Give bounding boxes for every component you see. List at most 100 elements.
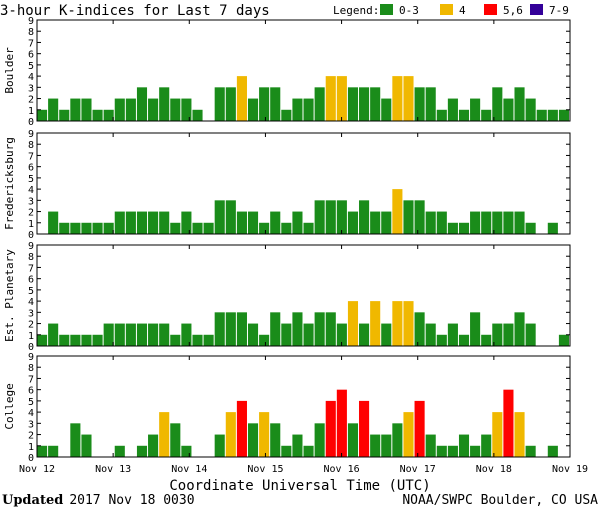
k-index-bar (292, 312, 303, 346)
k-index-bar (458, 434, 470, 457)
k-index-bar (403, 301, 414, 346)
k-index-bar (214, 434, 225, 457)
k-index-bar (114, 98, 125, 121)
k-index-bar (514, 412, 525, 457)
legend-entry-label: 4 (459, 4, 466, 17)
k-index-bar (359, 400, 370, 457)
k-index-bar (148, 211, 159, 234)
k-index-bar (436, 211, 447, 234)
k-index-bar (347, 211, 359, 234)
panel-label: College (3, 383, 16, 429)
k-index-bar (458, 334, 470, 346)
k-index-bar (259, 222, 270, 234)
k-index-bar (558, 334, 569, 346)
k-index-bar (281, 109, 292, 121)
y-tick-label: 6 (28, 163, 34, 174)
k-index-bar (247, 98, 259, 121)
k-index-bar (325, 312, 336, 346)
k-index-bar (203, 222, 214, 234)
legend-entry-label: 5,6 (503, 4, 523, 17)
k-index-bar (525, 98, 536, 121)
k-index-bar (525, 323, 536, 346)
k-index-bar (136, 445, 148, 457)
y-tick-label: 3 (28, 419, 34, 430)
x-tick-label: Nov 15 (247, 464, 283, 475)
k-index-bar (59, 222, 70, 234)
k-index-bar (536, 109, 547, 121)
k-index-bar (414, 400, 425, 457)
k-index-bar (303, 222, 314, 234)
y-tick-label: 5 (28, 286, 34, 297)
k-index-bar (492, 211, 503, 234)
k-index-bar (414, 200, 425, 234)
k-index-bar (303, 445, 314, 457)
k-index-bar (403, 200, 414, 234)
legend-entry-label: 0-3 (399, 4, 419, 17)
y-tick-label: 1 (28, 331, 34, 342)
y-tick-label: 3 (28, 196, 34, 207)
x-tick-label: Nov 12 (19, 464, 55, 475)
k-index-bar (336, 200, 347, 234)
k-index-bar (314, 87, 325, 121)
k-index-bar (314, 200, 325, 234)
k-index-bar (381, 434, 392, 457)
k-index-bar (425, 87, 436, 121)
k-index-bar (359, 200, 370, 234)
k-index-bar (225, 412, 236, 457)
k-index-bar (70, 423, 81, 457)
k-index-bar (103, 222, 114, 234)
y-tick-label: 1 (28, 219, 34, 230)
k-index-bar (281, 323, 292, 346)
k-index-bar (214, 200, 225, 234)
k-index-bar (170, 98, 181, 121)
y-tick-label: 4 (28, 72, 34, 83)
k-index-bar (425, 323, 436, 346)
k-index-bar (314, 423, 325, 457)
k-index-bar (170, 334, 181, 346)
y-tick-label: 5 (28, 397, 34, 408)
k-index-bar (81, 334, 92, 346)
k-index-bar (303, 98, 314, 121)
x-tick-label: Nov 17 (400, 464, 436, 475)
k-index-bar (425, 211, 436, 234)
footer-credit: NOAA/SWPC Boulder, CO USA (402, 493, 598, 508)
k-index-bar (59, 334, 70, 346)
k-index-bar (547, 109, 558, 121)
k-index-bar (48, 98, 59, 121)
legend-swatch (380, 4, 393, 15)
k-index-bar (192, 222, 203, 234)
k-index-bar (392, 301, 403, 346)
k-index-bar (103, 323, 114, 346)
legend-swatch (440, 4, 453, 15)
y-tick-label: 3 (28, 83, 34, 94)
legend-swatch (530, 4, 543, 15)
k-index-bar (470, 98, 481, 121)
updated-value: 2017 Nov 18 0030 (69, 493, 194, 508)
k-index-bar (92, 334, 103, 346)
k-index-bar (381, 323, 392, 346)
panel-frame (36, 132, 571, 235)
y-tick-label: 0 (28, 230, 34, 241)
y-tick-label: 6 (28, 386, 34, 397)
y-tick-label: 4 (28, 185, 34, 196)
k-index-bar (436, 445, 447, 457)
k-index-bar (381, 211, 392, 234)
k-index-bar (492, 323, 503, 346)
k-index-bar (392, 76, 403, 121)
y-tick-label: 0 (28, 342, 34, 353)
k-index-bar (492, 412, 503, 457)
k-index-bar (425, 434, 436, 457)
y-tick-label: 1 (28, 106, 34, 117)
k-index-bar (303, 323, 314, 346)
k-index-bar (59, 109, 70, 121)
legend: 0-3 4 5,6 7-9 (380, 4, 569, 17)
k-index-bar (481, 434, 492, 457)
k-index-bar (403, 76, 414, 121)
k-index-bar (514, 87, 525, 121)
k-index-bar (470, 312, 481, 346)
k-index-bar (70, 334, 81, 346)
k-index-bar (81, 222, 92, 234)
k-index-bar (225, 312, 236, 346)
k-index-bar (503, 389, 514, 457)
